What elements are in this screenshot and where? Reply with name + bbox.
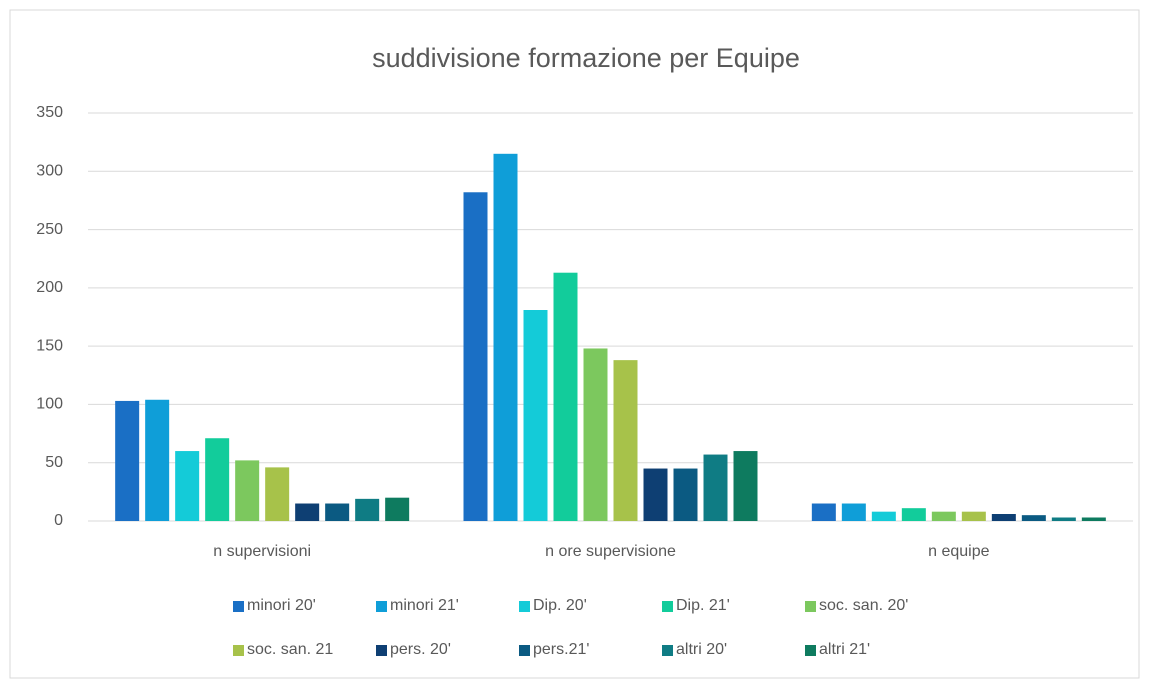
bar xyxy=(871,511,896,521)
x-tick-label: n ore supervisione xyxy=(545,543,676,560)
legend-label: Dip. 20' xyxy=(533,597,587,614)
legend-swatch xyxy=(376,601,387,612)
bar xyxy=(295,503,320,521)
y-tick-label: 50 xyxy=(45,454,63,471)
legend-label: pers.21' xyxy=(533,641,589,658)
legend-swatch xyxy=(519,601,530,612)
bar xyxy=(463,192,488,522)
bar xyxy=(325,503,350,521)
bar xyxy=(811,503,836,521)
bar xyxy=(175,451,200,521)
legend-swatch xyxy=(519,645,530,656)
bar xyxy=(265,467,290,521)
chart-title: suddivisione formazione per Equipe xyxy=(372,43,800,73)
y-tick-label: 350 xyxy=(36,104,63,121)
bar xyxy=(673,468,698,521)
legend-label: minori 21' xyxy=(390,597,459,614)
x-tick-label: n supervisioni xyxy=(213,543,311,560)
bar xyxy=(145,399,170,521)
y-tick-label: 0 xyxy=(54,512,63,529)
bar xyxy=(355,498,380,521)
legend-swatch xyxy=(662,601,673,612)
bar xyxy=(841,503,866,521)
legend-swatch xyxy=(233,645,244,656)
bar xyxy=(523,310,548,521)
bar xyxy=(553,272,578,521)
bar xyxy=(961,511,986,521)
legend-label: soc. san. 20' xyxy=(819,597,908,614)
bar xyxy=(931,511,956,521)
bar xyxy=(1051,517,1076,521)
legend-label: altri 20' xyxy=(676,641,727,658)
legend-swatch xyxy=(233,601,244,612)
y-tick-label: 150 xyxy=(36,337,63,354)
legend-swatch xyxy=(662,645,673,656)
bar xyxy=(115,400,140,521)
bar xyxy=(733,451,758,521)
bar xyxy=(643,468,668,521)
y-tick-label: 200 xyxy=(36,279,63,296)
legend-label: altri 21' xyxy=(819,641,870,658)
x-tick-label: n equipe xyxy=(928,543,989,560)
bar xyxy=(385,497,410,521)
bar xyxy=(991,514,1016,521)
y-tick-label: 100 xyxy=(36,396,63,413)
legend-swatch xyxy=(805,645,816,656)
bar xyxy=(703,454,728,521)
y-tick-label: 250 xyxy=(36,221,63,238)
bar xyxy=(493,153,518,522)
legend-label: soc. san. 21 xyxy=(247,641,333,658)
bar xyxy=(205,438,230,521)
y-tick-label: 300 xyxy=(36,163,63,180)
bar xyxy=(1021,515,1046,521)
legend-label: Dip. 21' xyxy=(676,597,730,614)
legend-swatch xyxy=(805,601,816,612)
legend-label: pers. 20' xyxy=(390,641,451,658)
bar xyxy=(613,360,638,521)
bar xyxy=(583,348,608,521)
legend-swatch xyxy=(376,645,387,656)
bar xyxy=(235,460,260,521)
bar xyxy=(1081,517,1106,521)
bar xyxy=(901,508,926,521)
legend-label: minori 20' xyxy=(247,597,316,614)
